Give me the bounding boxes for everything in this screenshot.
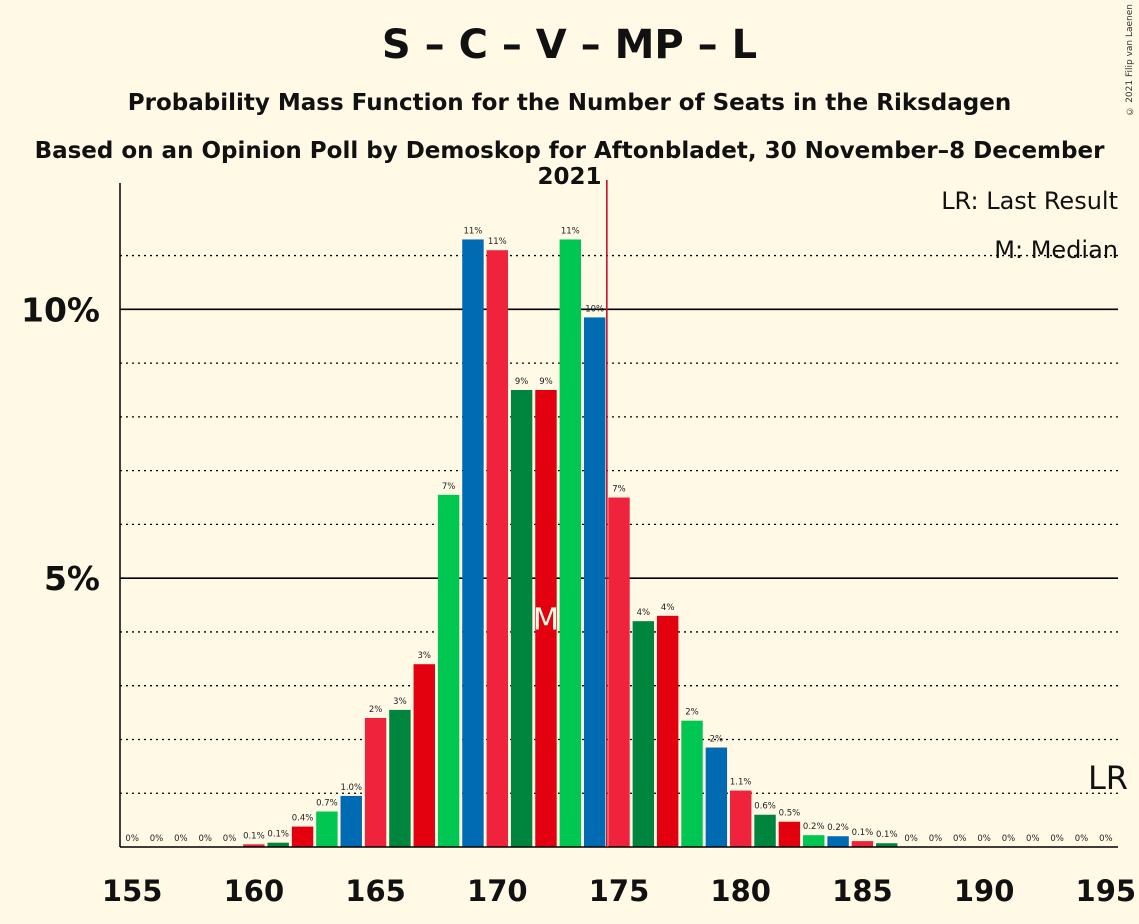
bar-181 <box>754 814 776 847</box>
bar-183 <box>803 835 825 847</box>
bar-label-169: 11% <box>463 226 482 236</box>
x-tick-label-190: 190 <box>954 874 1015 908</box>
bar-175 <box>608 497 630 847</box>
chart-subtitle: Probability Mass Function for the Number… <box>127 90 1012 116</box>
bar-186 <box>876 843 898 847</box>
x-tick-label-165: 165 <box>345 874 406 908</box>
bar-163 <box>316 811 338 847</box>
x-tick-label-160: 160 <box>224 874 285 908</box>
bar-label-159: 0% <box>223 834 237 844</box>
bar-label-189: 0% <box>953 834 967 844</box>
bar-label-181: 0.6% <box>754 802 776 812</box>
bar-173 <box>559 239 582 848</box>
bar-178 <box>681 720 703 847</box>
bar-label-183: 0.2% <box>803 822 825 832</box>
bar-171 <box>510 389 533 847</box>
bar-179 <box>705 747 728 847</box>
bar-label-156: 0% <box>150 834 164 844</box>
bar-label-168: 7% <box>442 482 456 492</box>
y-tick-label-5: 5% <box>44 559 100 598</box>
bar-label-179: 2% <box>710 735 724 745</box>
bar-label-167: 3% <box>418 651 432 661</box>
bar-182 <box>778 821 801 847</box>
bar-label-161: 0.1% <box>267 830 289 840</box>
median-marker: M <box>533 602 559 637</box>
bar-177 <box>656 615 679 847</box>
bar-label-163: 0.7% <box>316 799 338 809</box>
bar-176 <box>632 621 655 847</box>
bar-label-195: 0% <box>1099 834 1113 844</box>
chart-title: S – C – V – MP – L <box>381 22 758 68</box>
bar-label-171: 9% <box>515 377 529 387</box>
x-tick-label-185: 185 <box>832 874 893 908</box>
bar-label-173: 11% <box>561 226 580 236</box>
bar-label-164: 1.0% <box>340 783 362 793</box>
bar-label-165: 2% <box>369 705 383 715</box>
bar-label-174: 10% <box>585 304 604 314</box>
bar-label-187: 0% <box>904 834 918 844</box>
bar-label-184: 0.2% <box>827 823 849 833</box>
bar-label-176: 4% <box>637 608 651 618</box>
y-tick-label-10: 10% <box>21 290 100 329</box>
bar-160 <box>243 844 265 847</box>
bar-label-193: 0% <box>1050 834 1064 844</box>
bar-161 <box>267 842 289 847</box>
bar-165 <box>364 717 387 847</box>
bar-label-170: 11% <box>488 237 507 247</box>
bar-label-180: 1.1% <box>730 778 752 788</box>
bar-174 <box>583 317 606 847</box>
bar-180 <box>729 790 752 847</box>
bar-label-175: 7% <box>612 485 626 495</box>
bars-group <box>243 239 898 848</box>
bar-label-191: 0% <box>1002 834 1016 844</box>
bar-label-194: 0% <box>1075 834 1089 844</box>
bar-label-155: 0% <box>125 834 139 844</box>
bar-label-185: 0.1% <box>852 828 874 838</box>
bar-162 <box>291 826 314 847</box>
bar-label-157: 0% <box>174 834 188 844</box>
legend-median: M: Median <box>994 236 1118 264</box>
x-tick-label-180: 180 <box>710 874 771 908</box>
bar-label-162: 0.4% <box>292 814 314 824</box>
bar-label-160: 0.1% <box>243 831 265 841</box>
bar-label-182: 0.5% <box>779 809 801 819</box>
bar-label-172: 9% <box>539 377 553 387</box>
bar-label-178: 2% <box>685 708 699 718</box>
bar-166 <box>389 709 411 847</box>
bar-label-188: 0% <box>929 834 943 844</box>
bar-label-166: 3% <box>393 697 407 707</box>
x-tick-label-170: 170 <box>467 874 528 908</box>
chart-source-line: Based on an Opinion Poll by Demoskop for… <box>34 138 1105 190</box>
bar-label-192: 0% <box>1026 834 1040 844</box>
bar-168 <box>437 494 460 847</box>
bar-label-190: 0% <box>977 834 991 844</box>
x-tick-label-195: 195 <box>1076 874 1137 908</box>
bar-169 <box>462 239 484 848</box>
bar-labels-group: 0% 0% 0% 0% 0% 0.1% 0.1%0.4%0.7%1.0%2%3%3%7%11… <box>125 226 1112 844</box>
bar-label-177: 4% <box>661 603 675 613</box>
axes-group: M LR 155 160 165 170 175 180 185 190 195 5% 10% <box>21 180 1136 908</box>
bar-184 <box>827 836 849 847</box>
x-tick-label-155: 155 <box>102 874 163 908</box>
bar-185 <box>851 841 874 847</box>
bar-170 <box>486 250 509 847</box>
bar-label-158: 0% <box>198 834 212 844</box>
legend-last-result: LR: Last Result <box>941 187 1118 215</box>
bar-172 <box>535 389 557 847</box>
bar-167 <box>413 664 435 847</box>
bar-label-186: 0.1% <box>876 830 898 840</box>
bar-164 <box>340 795 362 847</box>
x-tick-label-175: 175 <box>589 874 650 908</box>
last-result-axis-label: LR <box>1088 759 1128 797</box>
